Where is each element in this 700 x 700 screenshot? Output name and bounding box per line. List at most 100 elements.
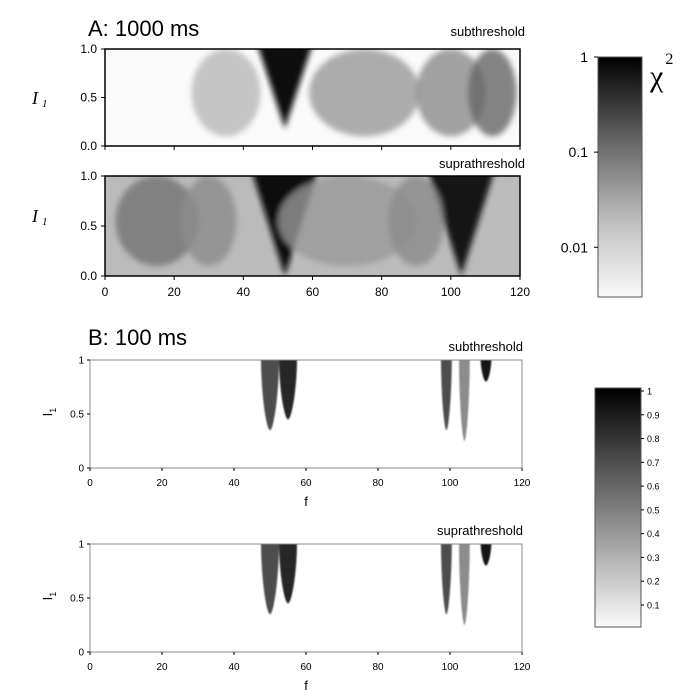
panel-a-label: A: 1000 ms bbox=[88, 16, 199, 41]
x-tick-label: 0 bbox=[87, 478, 93, 489]
x-tick-label: 100 bbox=[441, 285, 461, 299]
heatmap-diffuse-region bbox=[277, 176, 417, 266]
heatmap-a2 bbox=[115, 176, 493, 276]
x-tick-label: 0 bbox=[87, 662, 93, 673]
panel-b1-subtitle: subthreshold bbox=[449, 339, 523, 354]
colorbar-a-ticks: 1 0.1 0.01 bbox=[561, 49, 598, 255]
panel-b-label: B: 100 ms bbox=[88, 325, 187, 350]
x-tick-label: 40 bbox=[228, 662, 240, 673]
heatmap-diffuse-region bbox=[388, 176, 444, 266]
colorbar-b-gradient bbox=[594, 387, 642, 628]
y-axis-label-b1: I1 bbox=[40, 408, 58, 417]
heatmap-lobe bbox=[480, 360, 492, 382]
y-ticks-b1: 00.51 bbox=[70, 356, 90, 475]
x-tick-label: 0 bbox=[102, 285, 109, 299]
colorbar-b-ticks: 1 0.9 0.8 0.7 0.6 0.5 0.4 0.3 0.2 0.1 bbox=[641, 387, 660, 610]
y-tick-label: 0.5 bbox=[80, 91, 97, 105]
heatmap-b2 bbox=[261, 544, 492, 625]
x-tick-label: 120 bbox=[514, 478, 531, 489]
colorbar-b-tick-label: 0.8 bbox=[647, 434, 660, 444]
x-tick-label: 20 bbox=[156, 478, 168, 489]
heatmap-diffuse-region bbox=[191, 49, 261, 137]
x-tick-label: 60 bbox=[300, 478, 312, 489]
panel-a2-subtitle: suprathreshold bbox=[439, 156, 525, 171]
y-tick-label: 0.5 bbox=[70, 594, 84, 605]
colorbar-a-title: χ2 bbox=[649, 51, 673, 93]
heatmap-lobe bbox=[441, 544, 452, 615]
y-tick-label: 0.0 bbox=[80, 269, 97, 283]
heatmap-diffuse-region bbox=[416, 49, 486, 137]
heatmap-lobe bbox=[261, 544, 279, 615]
heatmap-diffuse-region bbox=[468, 49, 517, 137]
colorbar-a-tick-label: 0.01 bbox=[561, 239, 588, 255]
colorbar-b-tick-label: 0.4 bbox=[647, 529, 660, 539]
x-axis-label-b1: f bbox=[304, 494, 308, 509]
y-axis-label-b2: I1 bbox=[40, 592, 58, 601]
x-tick-label: 80 bbox=[372, 662, 384, 673]
x-tick-label: 60 bbox=[306, 285, 320, 299]
colorbar-b-tick-label: 1 bbox=[647, 387, 652, 397]
heatmap-b1 bbox=[261, 360, 492, 441]
colorbar-b-tick-label: 0.5 bbox=[647, 505, 660, 515]
y-tick-label: 1 bbox=[78, 540, 84, 551]
colorbar-a-gradient bbox=[597, 56, 643, 298]
heatmap-lobe bbox=[459, 544, 470, 625]
x-tick-label: 40 bbox=[237, 285, 251, 299]
heatmap-lobe bbox=[279, 360, 297, 420]
y-tick-label: 1 bbox=[78, 356, 84, 367]
y-tick-label: 0.5 bbox=[80, 219, 97, 233]
y-tick-label: 0.5 bbox=[70, 410, 84, 421]
plot-area-b2 bbox=[90, 544, 522, 652]
panel-b-suprathreshold: suprathreshold 0 0.5 1 0 20 40 60 80 100 120 f I… bbox=[40, 523, 531, 693]
colorbar-b-tick-label: 0.3 bbox=[647, 553, 660, 563]
plot-area-b1 bbox=[90, 360, 522, 468]
x-axis-label-b2: f bbox=[304, 678, 308, 693]
colorbar-b-tick-label: 0.9 bbox=[647, 410, 660, 420]
heatmap-diffuse-region bbox=[309, 49, 420, 137]
y-tick-label: 0 bbox=[78, 464, 84, 475]
y-tick-label: 1.0 bbox=[80, 42, 97, 56]
x-ticks-b2: 0 20 40 60 80 100 120 bbox=[87, 652, 531, 673]
heatmap-lobe bbox=[480, 544, 492, 566]
x-tick-label: 120 bbox=[514, 662, 531, 673]
y-ticks-a1: 0.0 0.5 1.0 bbox=[80, 42, 105, 153]
panel-a1-subtitle: subthreshold bbox=[451, 24, 525, 39]
x-tick-label: 20 bbox=[156, 662, 168, 673]
x-ticks-a1 bbox=[104, 146, 521, 150]
x-ticks-b1: 0 20 40 60 80 100 120 bbox=[87, 468, 531, 489]
x-tick-label: 60 bbox=[300, 662, 312, 673]
y-tick-label: 0 bbox=[78, 648, 84, 659]
x-tick-label: 100 bbox=[442, 662, 459, 673]
heatmap-dark-wedge bbox=[429, 176, 493, 276]
x-tick-label: 80 bbox=[375, 285, 389, 299]
colorbar-b-tick-label: 0.7 bbox=[647, 458, 660, 468]
heatmap-diffuse-region bbox=[115, 176, 199, 266]
colorbar-b-tick-label: 0.1 bbox=[647, 600, 660, 610]
heatmap-lobe bbox=[261, 360, 279, 431]
heatmap-dark-wedge bbox=[258, 49, 311, 129]
heatmap-lobe bbox=[279, 544, 297, 604]
heatmap-a1 bbox=[191, 49, 517, 137]
colorbar-b-tick-label: 0.6 bbox=[647, 482, 660, 492]
colorbar-a-tick-label: 1 bbox=[580, 49, 588, 65]
colorbar-a-tick-label: 0.1 bbox=[569, 144, 589, 160]
x-tick-label: 100 bbox=[442, 478, 459, 489]
colorbar-b: 1 0.9 0.8 0.7 0.6 0.5 0.4 0.3 0.2 0.1 bbox=[594, 387, 660, 628]
y-ticks-a2: 0.0 0.5 1.0 bbox=[80, 169, 105, 283]
heatmap-lobe bbox=[459, 360, 470, 441]
x-tick-label: 20 bbox=[167, 285, 181, 299]
colorbar-b-tick-label: 0.2 bbox=[647, 577, 660, 587]
y-tick-label: 1.0 bbox=[80, 169, 97, 183]
panel-b2-subtitle: suprathreshold bbox=[437, 523, 523, 538]
x-tick-label: 40 bbox=[228, 478, 240, 489]
panel-a-suprathreshold: suprathreshold 0.0 0.5 1.0 0 20 40 60 80 100 120… bbox=[31, 156, 530, 299]
colorbar-a: 1 0.1 0.01 χ2 bbox=[561, 49, 673, 298]
panel-b-subthreshold: subthreshold 00.51 0 20 40 60 80 100 120 f I1 bbox=[40, 339, 531, 509]
y-tick-label: 0.0 bbox=[80, 139, 97, 153]
x-tick-label: 120 bbox=[510, 285, 530, 299]
x-tick-label: 80 bbox=[372, 478, 384, 489]
